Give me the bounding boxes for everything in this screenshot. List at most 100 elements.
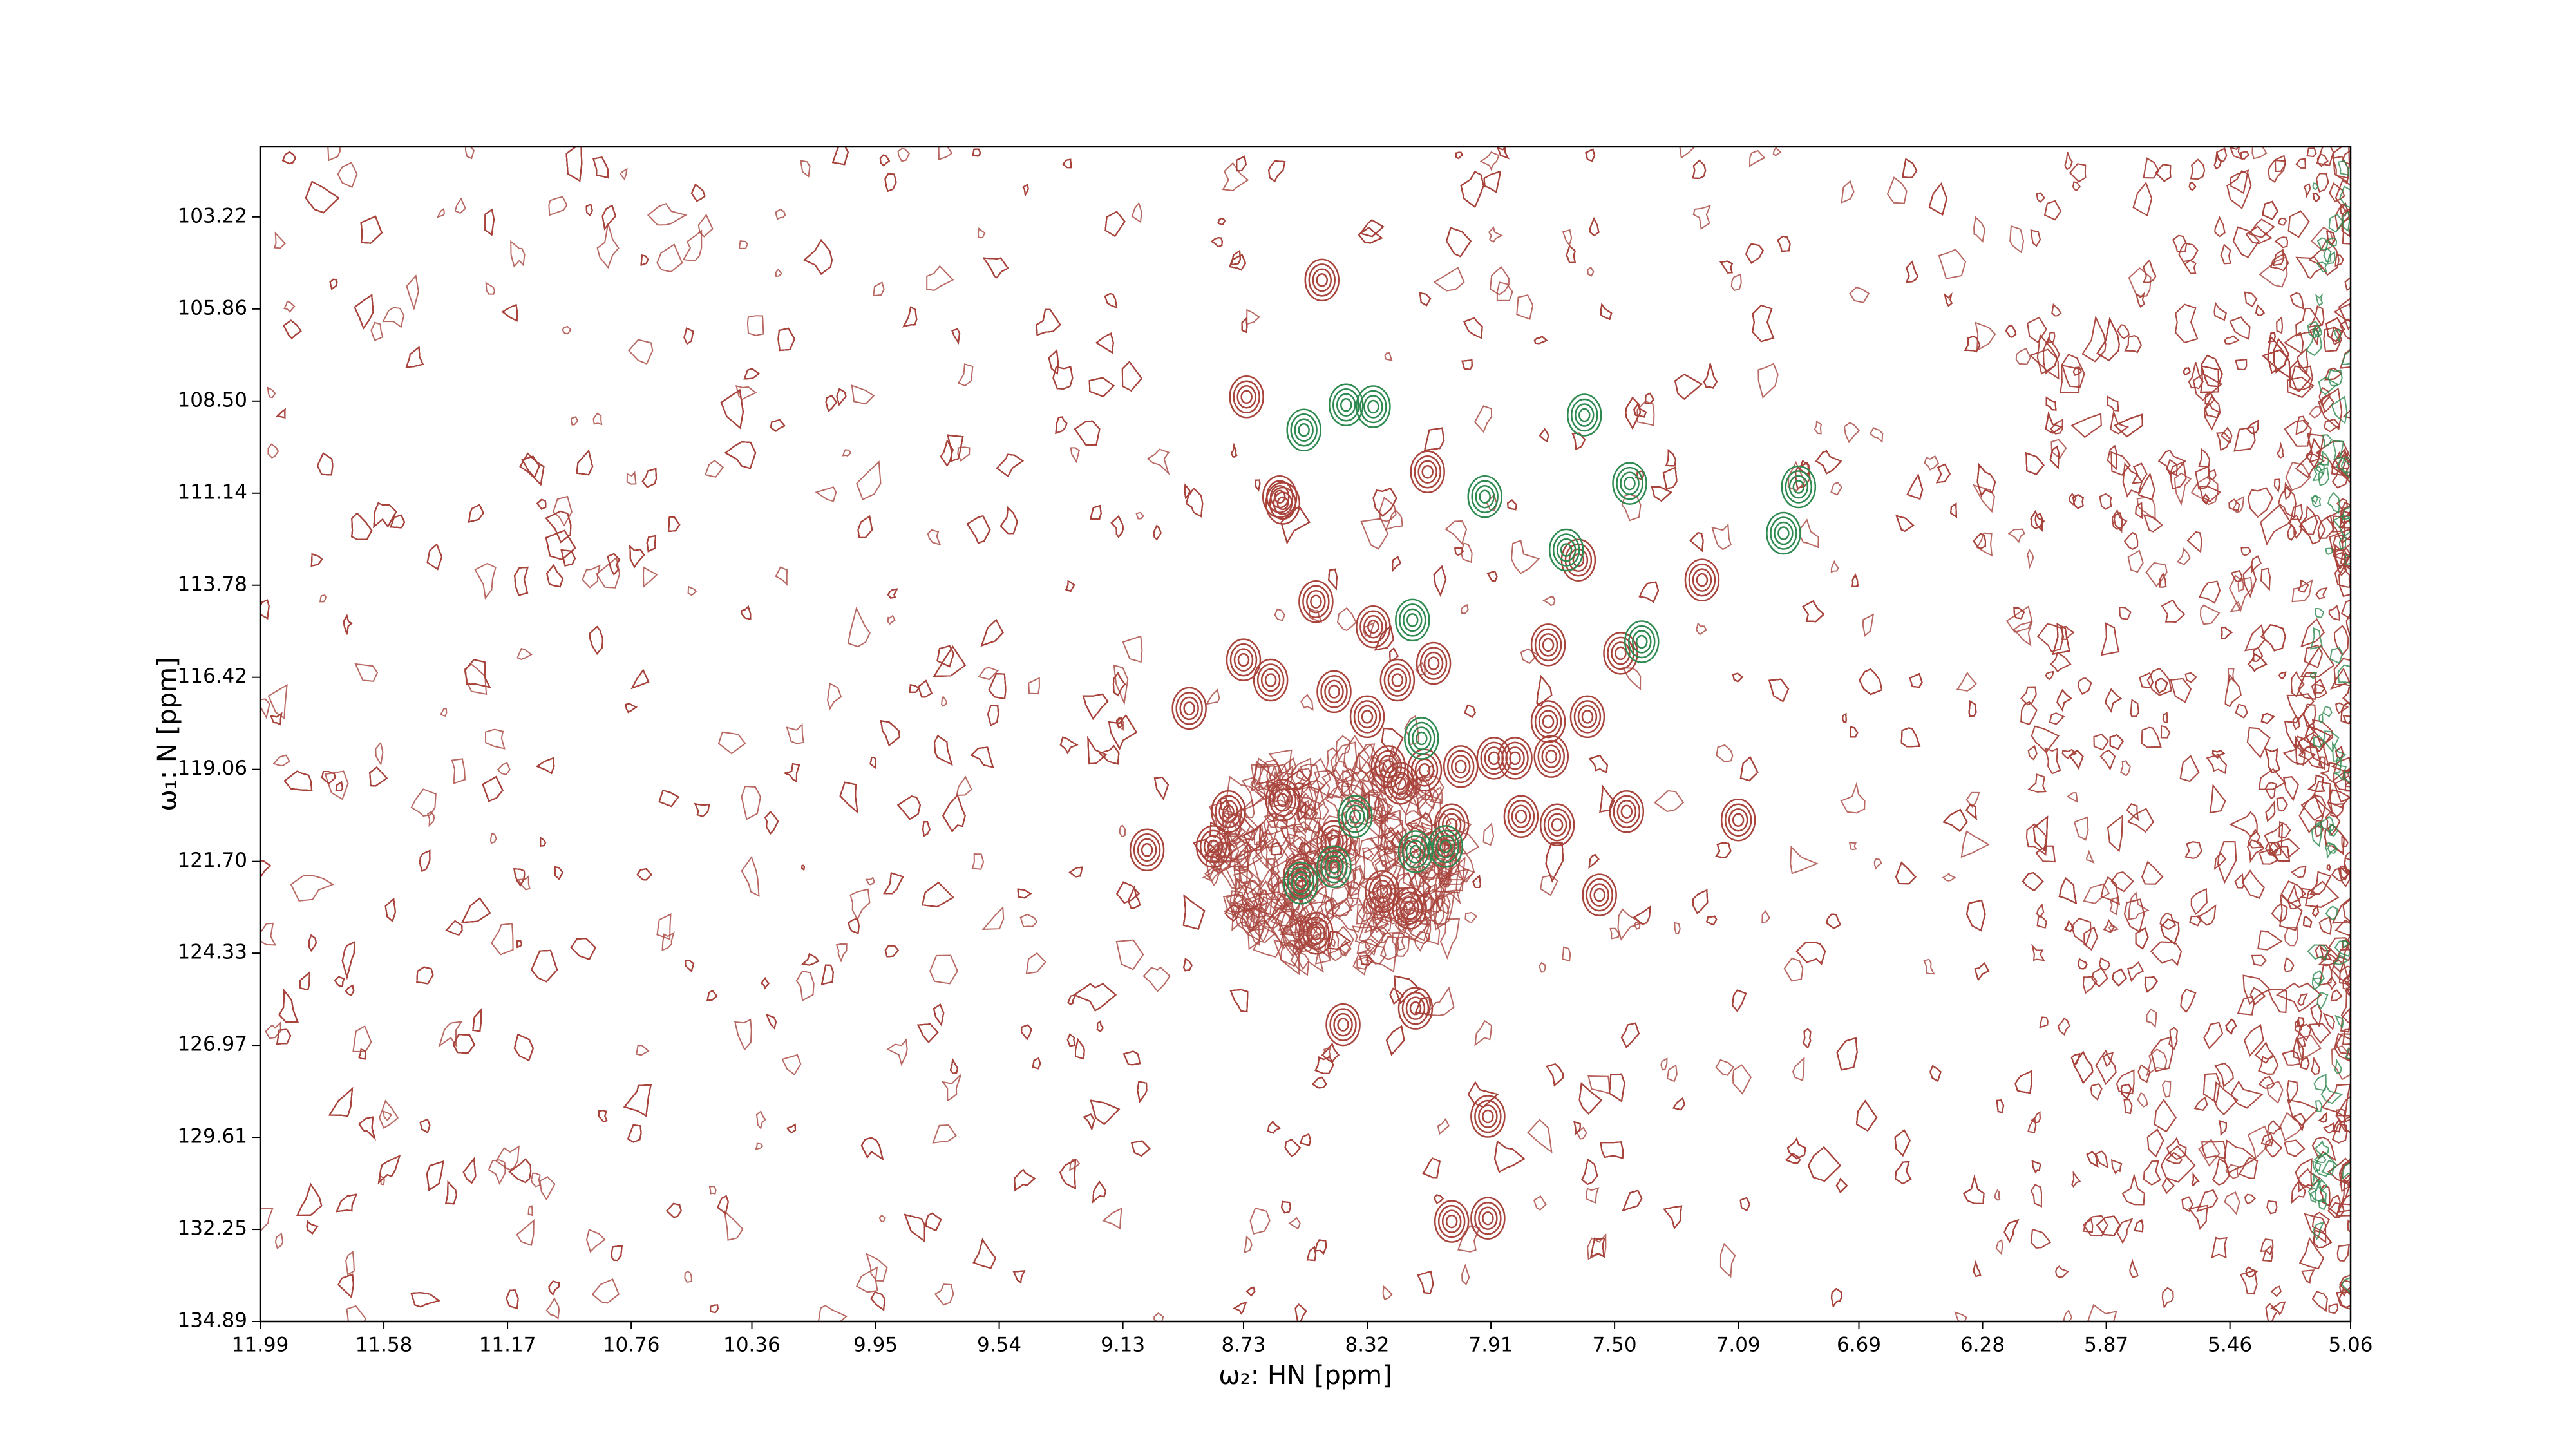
- noise-contour: [884, 945, 900, 958]
- noise-contour: [2070, 918, 2092, 946]
- noise-contour: [682, 229, 703, 262]
- noise-contour: [2179, 755, 2200, 782]
- contour-ring: [1724, 803, 1752, 837]
- contour-ring: [1792, 480, 1805, 494]
- noise-contour: [2344, 781, 2351, 792]
- noise-contour: [1542, 596, 1556, 606]
- noise-contour: [346, 1305, 367, 1321]
- noise-contour: [2273, 478, 2281, 493]
- noise-contour: [1278, 896, 1307, 931]
- noise-contour: [2213, 853, 2227, 870]
- noise-contour: [2061, 748, 2077, 760]
- noise-contour: [2264, 1138, 2283, 1158]
- noise-contour: [2195, 465, 2211, 490]
- noise-contour: [1116, 881, 1140, 904]
- contour-ring: [1387, 766, 1414, 800]
- noise-contour: [2331, 451, 2351, 484]
- noise-contour: [2342, 1028, 2351, 1045]
- noise-contour: [1113, 664, 1129, 706]
- noise-contour: [2199, 580, 2221, 604]
- noise-contour: [2143, 514, 2164, 533]
- noise-contour: [1243, 1235, 1253, 1254]
- peak: [1530, 700, 1566, 743]
- noise-contour: [1578, 1082, 1603, 1115]
- noise-contour: [1233, 869, 1263, 895]
- peak: [1379, 658, 1416, 702]
- noise-contour: [2116, 1218, 2134, 1244]
- noise-contour: [506, 1289, 519, 1310]
- noise-contour: [1331, 886, 1354, 917]
- noise-contour: [2258, 1075, 2275, 1089]
- noise-contour: [1233, 853, 1249, 871]
- noise-contour: [1942, 808, 1968, 833]
- contour-ring: [1218, 799, 1238, 824]
- noise-contour: [2069, 163, 2087, 183]
- noise-contour: [1270, 866, 1280, 889]
- noise-contour: [916, 1023, 939, 1043]
- contour-ring: [1774, 521, 1794, 545]
- noise-contour: [370, 321, 384, 341]
- noise-contour: [2137, 472, 2155, 500]
- noise-contour: [1135, 511, 1144, 520]
- peak: [1286, 408, 1321, 452]
- noise-contour: [2318, 713, 2324, 723]
- noise-contour: [2107, 395, 2119, 412]
- noise-contour: [306, 1220, 319, 1235]
- noise-contour: [2157, 450, 2186, 475]
- noise-contour: [1571, 432, 1586, 451]
- noise-contour: [1217, 218, 1226, 225]
- noise-contour: [406, 274, 419, 311]
- contour-ring: [1446, 750, 1475, 784]
- noise-contour: [1371, 846, 1397, 891]
- noise-contour: [775, 208, 786, 220]
- noise-contour: [685, 959, 695, 972]
- peak: [1325, 1003, 1361, 1046]
- noise-contour: [1345, 782, 1370, 805]
- noise-contour: [1249, 1207, 1271, 1235]
- peak-layer: [1129, 258, 1817, 1243]
- noise-contour: [1379, 496, 1397, 522]
- noise-contour: [531, 1172, 541, 1188]
- noise-contour: [2260, 1132, 2274, 1147]
- noise-contour: [972, 1238, 997, 1269]
- noise-contour: [582, 564, 601, 589]
- noise-contour: [2334, 1058, 2342, 1074]
- x-tick-label: 6.28: [1960, 1334, 2005, 1357]
- noise-contour: [1182, 894, 1206, 930]
- noise-contour: [1620, 1022, 1640, 1048]
- noise-contour: [2123, 1099, 2133, 1115]
- peak: [1530, 623, 1566, 667]
- noise-contour: [2093, 734, 2110, 751]
- noise-contour: [1294, 1303, 1307, 1321]
- noise-contour: [2155, 164, 2172, 182]
- noise-contour: [2022, 872, 2044, 892]
- noise-contour: [321, 771, 336, 784]
- noise-contour: [1745, 243, 1765, 264]
- noise-contour: [2301, 1269, 2315, 1284]
- noise-contour: [2306, 437, 2322, 469]
- noise-contour: [2334, 254, 2344, 267]
- noise-contour: [2267, 1119, 2282, 1135]
- y-tick-label: 119.06: [178, 757, 247, 780]
- noise-contour: [1326, 897, 1367, 933]
- noise-contour: [472, 1008, 482, 1032]
- noise-contour: [1587, 1075, 1611, 1095]
- noise-contour: [373, 502, 397, 529]
- contour-ring: [1324, 855, 1344, 879]
- noise-contour: [1288, 833, 1305, 853]
- noise-contour: [545, 529, 576, 561]
- noise-contour: [2027, 745, 2038, 761]
- noise-contour: [278, 989, 299, 1023]
- contour-ring: [1363, 395, 1383, 419]
- peak: [1383, 762, 1418, 805]
- contour-ring: [1556, 538, 1577, 562]
- noise-contour: [2326, 864, 2331, 872]
- noise-contour: [2052, 623, 2070, 655]
- x-tick-label: 10.76: [603, 1334, 660, 1357]
- contour-ring: [1269, 484, 1290, 509]
- noise-contour: [1482, 822, 1495, 846]
- noise-contour: [2309, 871, 2332, 895]
- noise-contour: [290, 875, 335, 902]
- noise-contour: [2102, 1052, 2114, 1068]
- noise-contour: [2325, 810, 2341, 836]
